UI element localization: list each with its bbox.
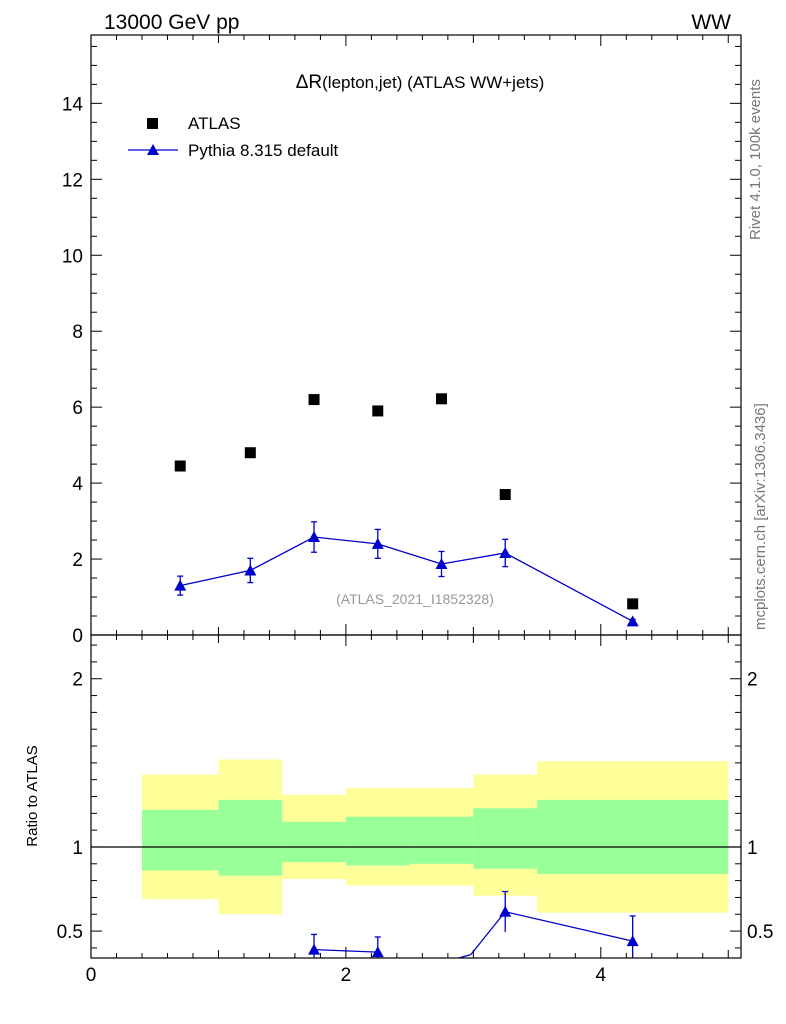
uncertainty-band-inner	[409, 816, 474, 864]
legend-marker-pythia	[147, 144, 159, 155]
atlas-point	[372, 405, 384, 417]
pythia-point	[499, 546, 512, 558]
y-tick-label: 2	[72, 550, 83, 571]
atlas-point	[174, 460, 186, 472]
uncertainty-band-inner	[282, 821, 346, 863]
pythia-point	[626, 615, 639, 627]
atlas-point	[499, 488, 511, 500]
pythia-point	[371, 537, 384, 549]
y-tick-label: 4	[72, 474, 83, 495]
pythia-point	[308, 531, 321, 543]
ratio-point	[371, 946, 384, 958]
x-tick-label: 0	[86, 965, 97, 986]
y-tick-label: 6	[72, 398, 83, 419]
ratio-y-tick-label-left: 2	[72, 670, 83, 691]
pythia-point	[244, 564, 257, 576]
legend-label-atlas: ATLAS	[188, 114, 241, 133]
y-tick-label: 12	[62, 170, 83, 191]
y-tick-label: 0	[72, 626, 83, 647]
ratio-y-tick-label-right: 0.5	[747, 922, 773, 943]
uncertainty-band-inner	[473, 808, 538, 869]
legend-label-pythia: Pythia 8.315 default	[188, 141, 339, 160]
ratio-y-tick-label-right: 1	[747, 838, 758, 859]
header-left: 13000 GeV pp	[104, 11, 239, 34]
title-rest: (lepton,jet) (ATLAS WW+jets)	[322, 73, 544, 92]
x-tick-label: 4	[596, 965, 607, 986]
header-right: WW	[691, 11, 731, 34]
y-tick-label: 14	[62, 94, 84, 115]
y-tick-label: 10	[62, 246, 83, 267]
uncertainty-band-inner	[141, 809, 219, 871]
uncertainty-band-inner	[537, 799, 729, 874]
plot-title: ΔR(lepton,jet) (ATLAS WW+jets)	[296, 72, 545, 93]
mcplots-label: mcplots.cern.ch [arXiv:1306.3436]	[752, 403, 769, 630]
rivet-label: Rivet 4.1.0, 100k events	[747, 79, 764, 240]
ratio-line	[470, 911, 506, 956]
main-panel: 0 2 4 6 8 10 12 14 ΔR(lepton,jet) (ATLAS WW+jet…	[62, 34, 742, 647]
ratio-panel: 0 2 4 0.5 0.5 1 1 2 2 Ratio to ATLAS	[24, 634, 773, 986]
legend: ATLAS Pythia 8.315 default	[128, 114, 339, 160]
ratio-line	[456, 954, 471, 958]
ratio-ylabel: Ratio to ATLAS	[24, 745, 41, 846]
uncertainty-band-inner	[345, 816, 410, 866]
pythia-point	[174, 579, 187, 591]
y-tick-label: 8	[72, 322, 83, 343]
pythia-point	[435, 557, 448, 569]
legend-marker-atlas	[147, 118, 158, 129]
ratio-y-tick-label-left: 0.5	[57, 922, 83, 943]
atlas-point	[244, 447, 256, 459]
ratio-y-tick-label-left: 1	[72, 838, 83, 859]
ratio-point	[499, 905, 512, 917]
watermark: (ATLAS_2021_I1852328)	[336, 591, 494, 607]
atlas-point	[308, 394, 320, 406]
ratio-point	[626, 935, 639, 947]
pythia-line	[180, 536, 633, 622]
ratio-line	[505, 911, 633, 942]
ratio-y-tick-label-right: 2	[747, 670, 758, 691]
uncertainty-band-inner	[218, 799, 283, 876]
ratio-point	[308, 943, 321, 955]
atlas-point	[435, 393, 447, 405]
atlas-point	[627, 598, 639, 610]
title-symbol: ΔR	[296, 72, 322, 93]
x-tick-label: 2	[341, 965, 352, 986]
